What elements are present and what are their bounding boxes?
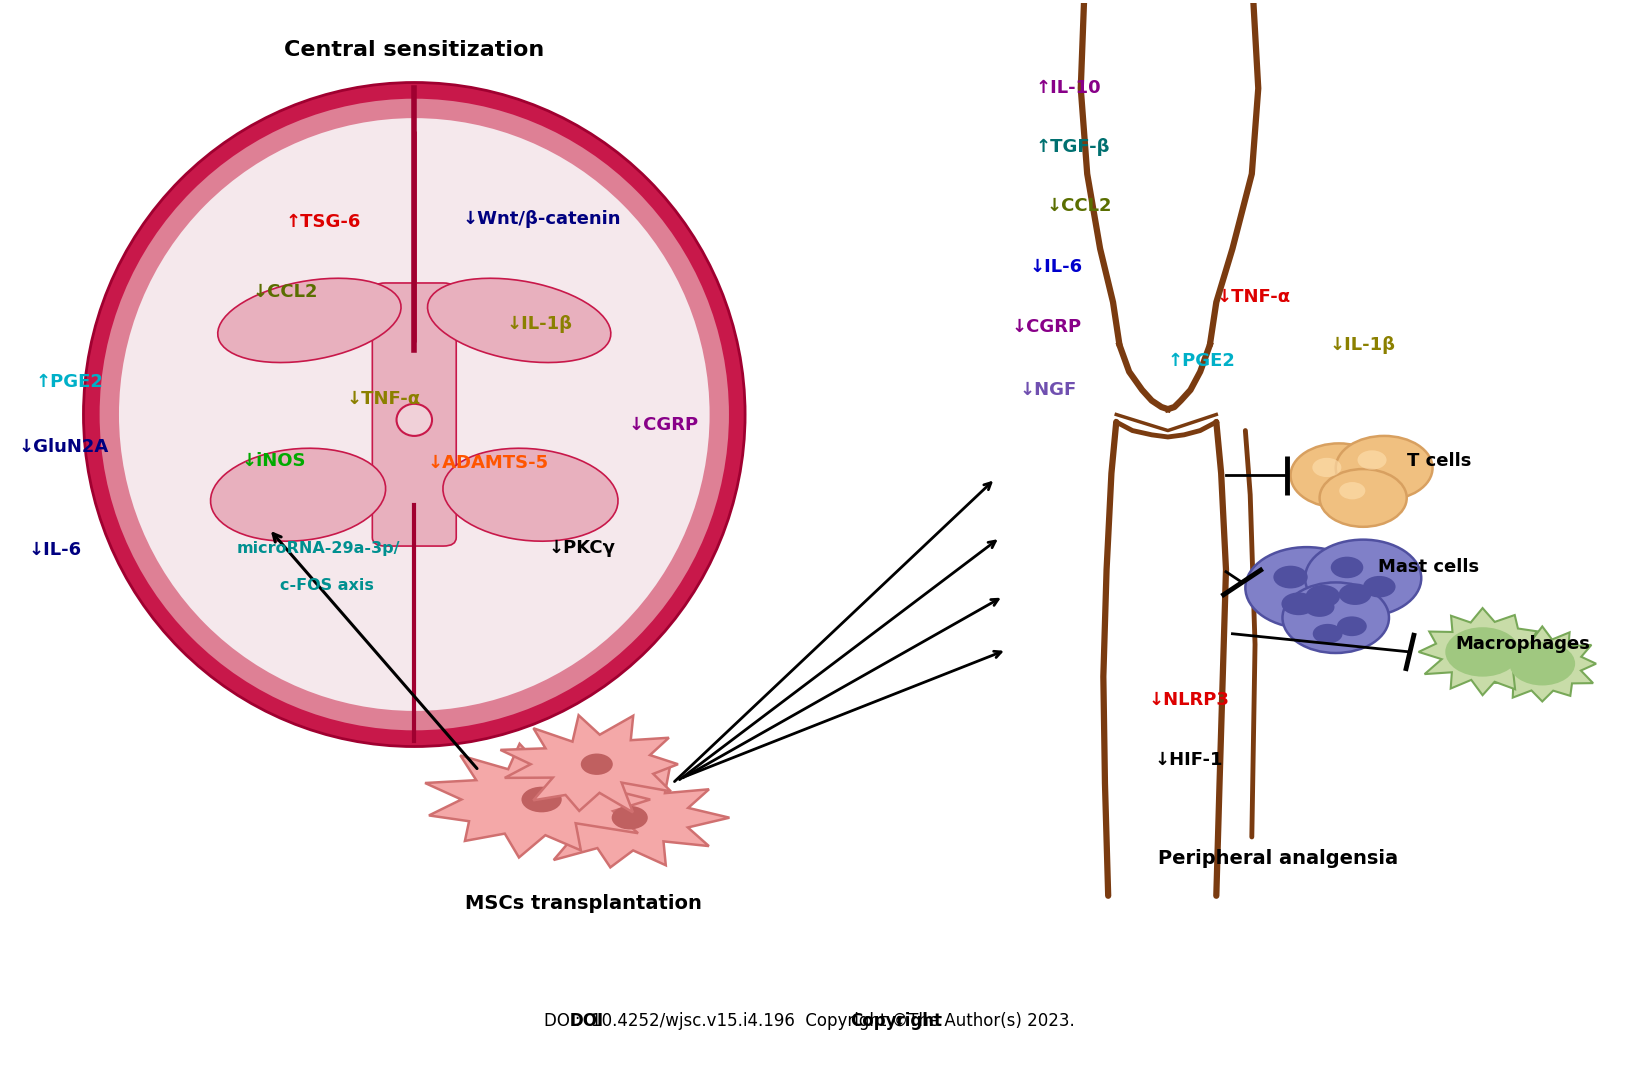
Text: c-FOS axis: c-FOS axis — [280, 578, 374, 593]
Ellipse shape — [443, 448, 619, 541]
Text: microRNA-29a-3p/: microRNA-29a-3p/ — [236, 541, 400, 556]
Ellipse shape — [218, 278, 400, 362]
Polygon shape — [1418, 608, 1545, 696]
Circle shape — [1446, 627, 1521, 676]
Text: ↓NLRP3: ↓NLRP3 — [1148, 691, 1229, 710]
Text: ↓IL-6: ↓IL-6 — [1029, 258, 1083, 276]
Circle shape — [1281, 592, 1315, 615]
Ellipse shape — [428, 278, 610, 362]
Text: ↓IL-6: ↓IL-6 — [29, 542, 81, 559]
Text: ↑PGE2: ↑PGE2 — [36, 373, 103, 391]
Text: ↓IL-1β: ↓IL-1β — [1330, 336, 1395, 354]
Text: T cells: T cells — [1407, 452, 1472, 470]
Ellipse shape — [397, 404, 431, 435]
Circle shape — [1312, 624, 1343, 644]
Circle shape — [1291, 443, 1387, 507]
Text: ↓TNF-α: ↓TNF-α — [347, 389, 420, 407]
Text: DOI: DOI — [570, 1012, 604, 1030]
Text: ↓TNF-α: ↓TNF-α — [1216, 288, 1291, 306]
Text: MSCs transplantation: MSCs transplantation — [466, 893, 702, 913]
Ellipse shape — [210, 448, 386, 541]
Circle shape — [1338, 584, 1371, 605]
Ellipse shape — [521, 787, 562, 813]
Circle shape — [1335, 435, 1433, 500]
Text: Macrophages: Macrophages — [1455, 635, 1591, 654]
Polygon shape — [500, 715, 677, 813]
Circle shape — [1306, 540, 1421, 617]
Ellipse shape — [581, 754, 612, 775]
Circle shape — [1283, 583, 1389, 653]
Polygon shape — [1483, 627, 1595, 702]
Text: Central sensitization: Central sensitization — [285, 40, 544, 60]
Ellipse shape — [612, 806, 648, 830]
Text: Mast cells: Mast cells — [1377, 558, 1478, 576]
Circle shape — [1273, 565, 1307, 588]
Circle shape — [1337, 616, 1368, 636]
Polygon shape — [425, 744, 650, 858]
Text: ↓NGF: ↓NGF — [1019, 381, 1076, 399]
Circle shape — [1509, 642, 1576, 686]
Ellipse shape — [83, 83, 746, 746]
Text: ↓Wnt/β-catenin: ↓Wnt/β-catenin — [462, 210, 622, 228]
Text: ↓iNOS: ↓iNOS — [241, 452, 306, 470]
Circle shape — [1358, 450, 1387, 470]
Text: ↓ADAMTS-5: ↓ADAMTS-5 — [427, 454, 549, 472]
Text: ↑TGF-β: ↑TGF-β — [1035, 139, 1110, 156]
Ellipse shape — [119, 118, 710, 711]
Text: ↓GluN2A: ↓GluN2A — [20, 438, 109, 456]
Polygon shape — [521, 765, 729, 868]
Text: Copyright: Copyright — [850, 1012, 943, 1030]
Text: ↓CGRP: ↓CGRP — [628, 416, 698, 434]
Text: ↓PKCγ: ↓PKCγ — [549, 540, 615, 557]
FancyBboxPatch shape — [373, 283, 456, 546]
Text: ↓CGRP: ↓CGRP — [1011, 318, 1081, 335]
Circle shape — [1363, 576, 1395, 598]
Circle shape — [1340, 482, 1366, 500]
Text: ↓CCL2: ↓CCL2 — [1047, 197, 1112, 215]
Circle shape — [1306, 585, 1340, 607]
Circle shape — [1312, 458, 1341, 477]
Text: ↓HIF-1: ↓HIF-1 — [1154, 751, 1224, 769]
Circle shape — [1245, 547, 1368, 629]
Circle shape — [1304, 597, 1335, 617]
Text: Peripheral analgensia: Peripheral analgensia — [1158, 849, 1398, 868]
Text: ↑IL-10: ↑IL-10 — [1035, 80, 1101, 98]
Circle shape — [1330, 557, 1363, 578]
Text: ↑PGE2: ↑PGE2 — [1167, 352, 1236, 370]
Text: DOI:  10.4252/wjsc.v15.i4.196  Copyright ©The Author(s) 2023.: DOI: 10.4252/wjsc.v15.i4.196 Copyright ©… — [544, 1012, 1074, 1030]
Text: ↓IL-1β: ↓IL-1β — [506, 315, 573, 332]
Text: ↓CCL2: ↓CCL2 — [252, 283, 319, 301]
Ellipse shape — [99, 99, 729, 730]
Circle shape — [1320, 469, 1407, 527]
Text: ↑TSG-6: ↑TSG-6 — [285, 213, 360, 231]
